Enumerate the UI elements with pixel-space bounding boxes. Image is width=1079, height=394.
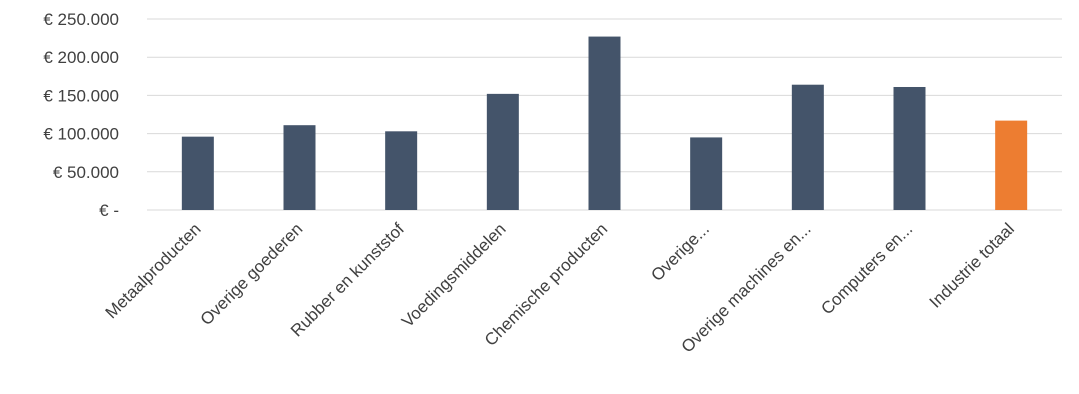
bar	[995, 120, 1028, 210]
y-tick-label: € 50.000	[53, 163, 119, 182]
x-tick-label: Metaalproducten	[102, 219, 205, 322]
y-tick-label: € 200.000	[43, 48, 119, 67]
x-tick-label: Industrie totaal	[926, 219, 1018, 311]
y-tick-label: € 100.000	[43, 125, 119, 144]
x-tick-label: Rubber en kunststof	[287, 219, 408, 340]
x-tick-label: Overige goederen	[197, 219, 307, 329]
bar	[588, 36, 621, 211]
x-tick-label: Overige...	[647, 219, 713, 285]
x-tick-label: Computers en...	[817, 219, 916, 318]
bar	[385, 131, 418, 210]
bar	[181, 136, 214, 210]
y-tick-label: € 250.000	[43, 10, 119, 29]
y-tick-label: € -	[99, 201, 119, 220]
y-tick-label: € 150.000	[43, 86, 119, 105]
bar	[791, 84, 824, 210]
bar	[283, 125, 316, 210]
y-axis-tick-labels: € - € 50.000 € 100.000 € 150.000 € 200.000 € …	[43, 10, 119, 220]
x-tick-label: Voedingsmiddelen	[398, 219, 510, 331]
bar	[486, 93, 519, 210]
bar	[690, 137, 723, 210]
bar	[893, 86, 926, 210]
bars	[181, 36, 1028, 211]
